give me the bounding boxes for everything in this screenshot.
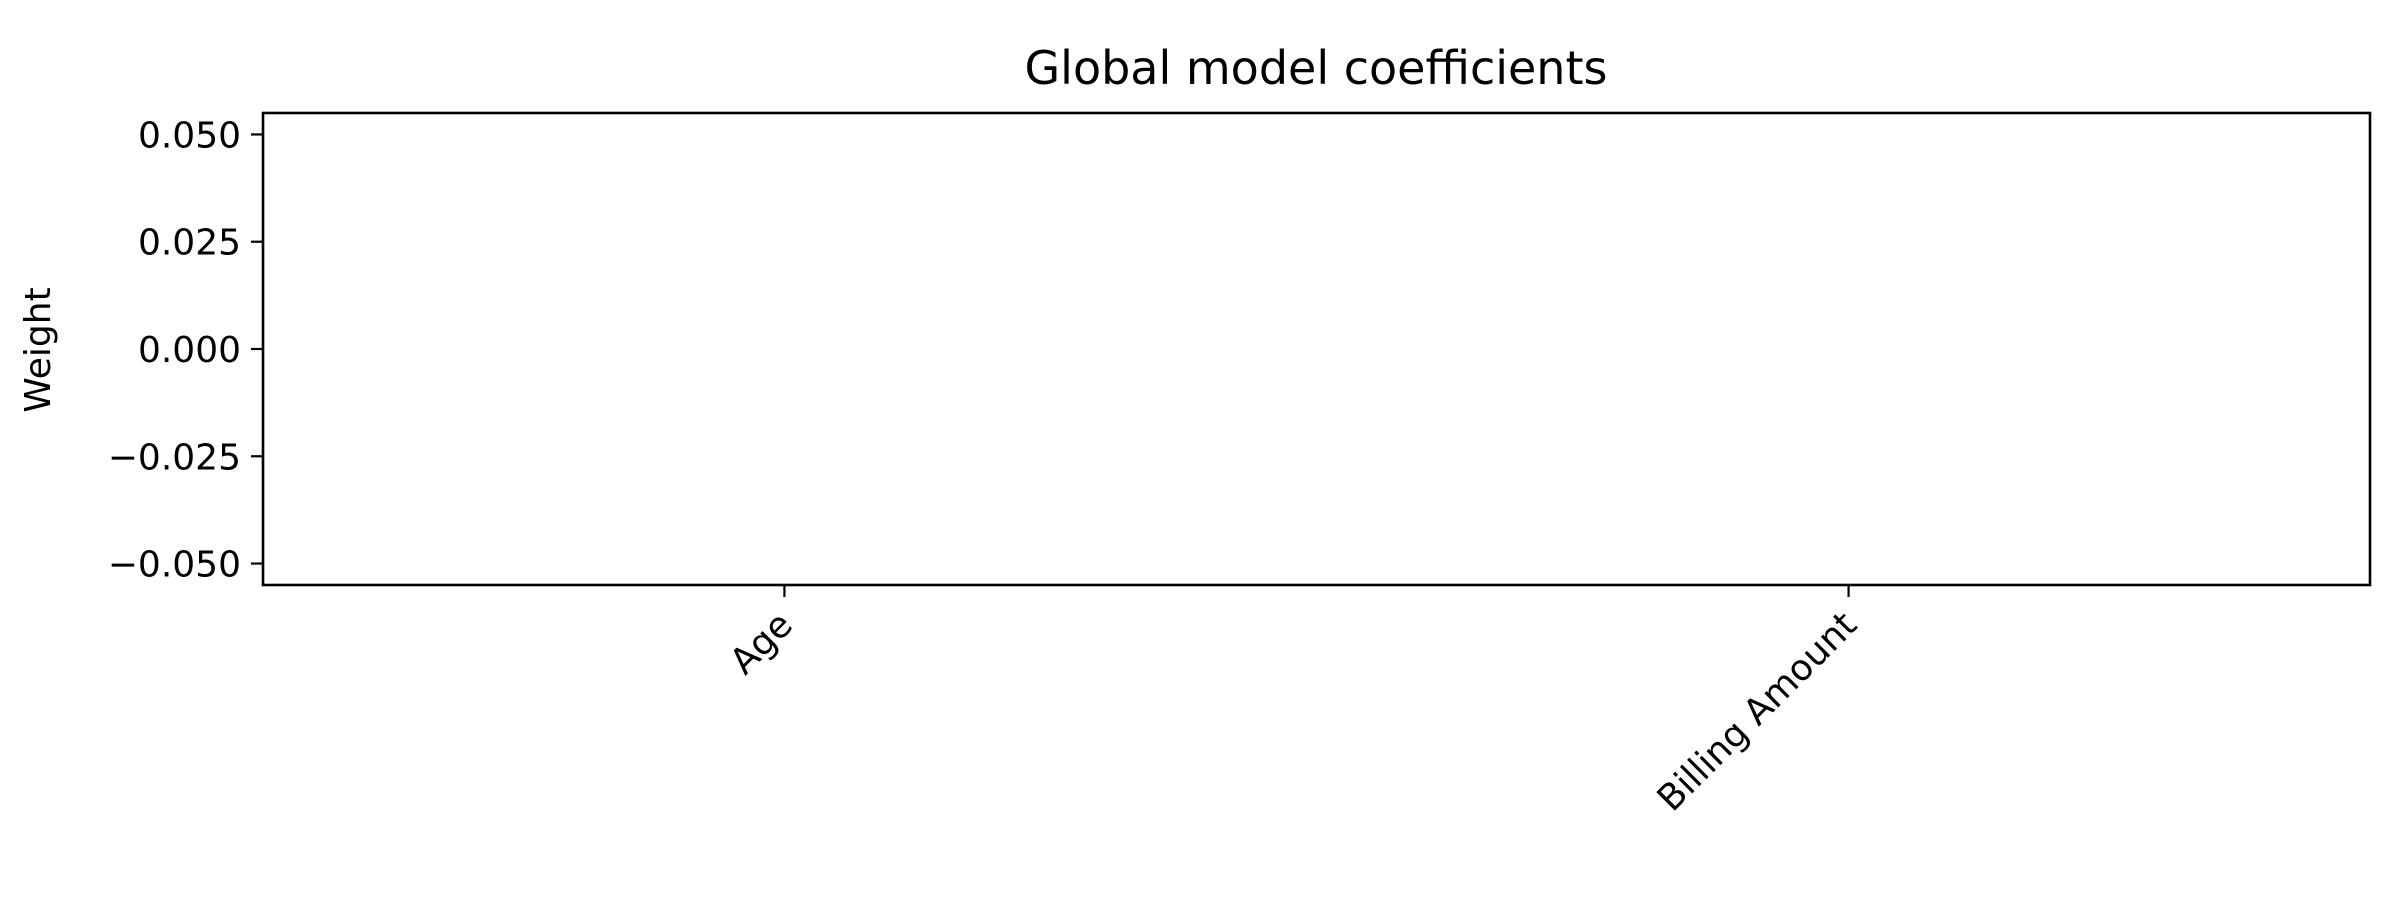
y-tick-label: 0.000 xyxy=(138,330,241,371)
y-axis-ticks: 0.050 0.025 0.000 −0.025 −0.050 xyxy=(108,115,263,586)
y-tick-label: 0.050 xyxy=(138,115,241,156)
y-tick-label: −0.025 xyxy=(108,437,241,478)
chart-title: Global model coefficients xyxy=(1025,41,1608,95)
plot-area-frame xyxy=(261,111,2372,587)
y-axis-label: Weight xyxy=(18,287,59,412)
y-tick-label: 0.025 xyxy=(138,223,241,264)
y-tick-label: −0.050 xyxy=(108,545,241,586)
